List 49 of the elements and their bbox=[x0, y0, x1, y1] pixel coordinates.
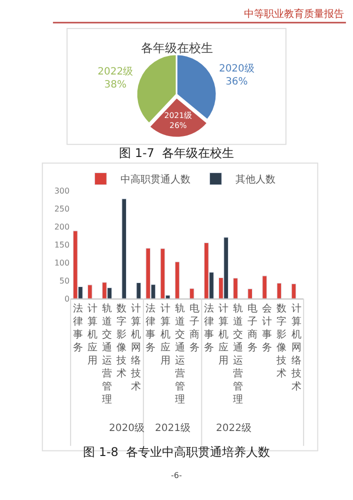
x-tick-label: 计算机应用 bbox=[160, 302, 170, 367]
text: 2020级 bbox=[109, 422, 144, 434]
x-tick-label: 轨道交通运营管理 bbox=[233, 302, 244, 406]
x-tick-label: 法律事务 bbox=[72, 302, 83, 354]
bar bbox=[174, 262, 180, 299]
bar bbox=[262, 276, 268, 299]
bar bbox=[87, 284, 92, 299]
bar bbox=[189, 288, 194, 299]
legend-label: 中高职贯通人数 bbox=[120, 174, 191, 186]
data-label: 38% bbox=[104, 79, 126, 90]
legend-label: 其他人数 bbox=[236, 174, 276, 186]
x-tick-label: 计算机网络技术 bbox=[290, 302, 302, 393]
slice-label: 2022级 bbox=[98, 65, 134, 78]
caption: 图 1-8 各专业中高职贯通培养人数 bbox=[83, 445, 270, 459]
y-tick-label: 300 bbox=[54, 186, 70, 196]
text: 中等职业教育质量报告 bbox=[244, 8, 344, 20]
x-tick-label: 电子商务 bbox=[189, 302, 200, 354]
x-tick-label: 法律事务 bbox=[146, 302, 156, 354]
y-tick-label: 0 bbox=[64, 294, 70, 304]
x-tick-label: 计算机网络技术 bbox=[130, 302, 142, 393]
x-tick-label: 数字影像技术 bbox=[116, 304, 127, 380]
text: 2022级 bbox=[216, 422, 252, 434]
data-label: 36% bbox=[226, 76, 248, 88]
slice-label: 2021级 bbox=[164, 110, 192, 120]
y-tick-label: 50 bbox=[59, 276, 70, 286]
x-tick-label: 计算机应用 bbox=[218, 302, 228, 367]
x-tick-label: 法律事务 bbox=[204, 302, 214, 354]
bar bbox=[233, 278, 238, 299]
y-tick-label: 100 bbox=[54, 258, 70, 268]
x-tick-label: 数字影像技术 bbox=[276, 304, 287, 380]
bar bbox=[291, 284, 296, 299]
text: 2021级 bbox=[155, 422, 190, 434]
bar bbox=[248, 288, 252, 299]
x-tick-label: 计算机应用 bbox=[87, 302, 98, 367]
bar bbox=[122, 198, 127, 299]
x-tick-label: 轨道交通运营管理 bbox=[102, 302, 112, 406]
caption: 图 1-7 各年级在校生 bbox=[119, 146, 234, 160]
slice-label: 2020级 bbox=[218, 62, 254, 75]
data-label: 26% bbox=[170, 121, 187, 130]
chart-title: 各年级在校生 bbox=[141, 41, 213, 55]
y-tick-label: 200 bbox=[54, 222, 70, 232]
x-tick-label: 会计事务 bbox=[262, 302, 272, 354]
bar bbox=[276, 282, 282, 299]
bar bbox=[136, 282, 142, 299]
y-tick-label: 150 bbox=[54, 240, 70, 250]
x-tick-label: 电子商务 bbox=[248, 302, 258, 354]
x-tick-label: 轨道交通运营管理 bbox=[174, 302, 185, 406]
y-tick-label: 250 bbox=[54, 204, 70, 214]
text: -6- bbox=[171, 471, 182, 480]
